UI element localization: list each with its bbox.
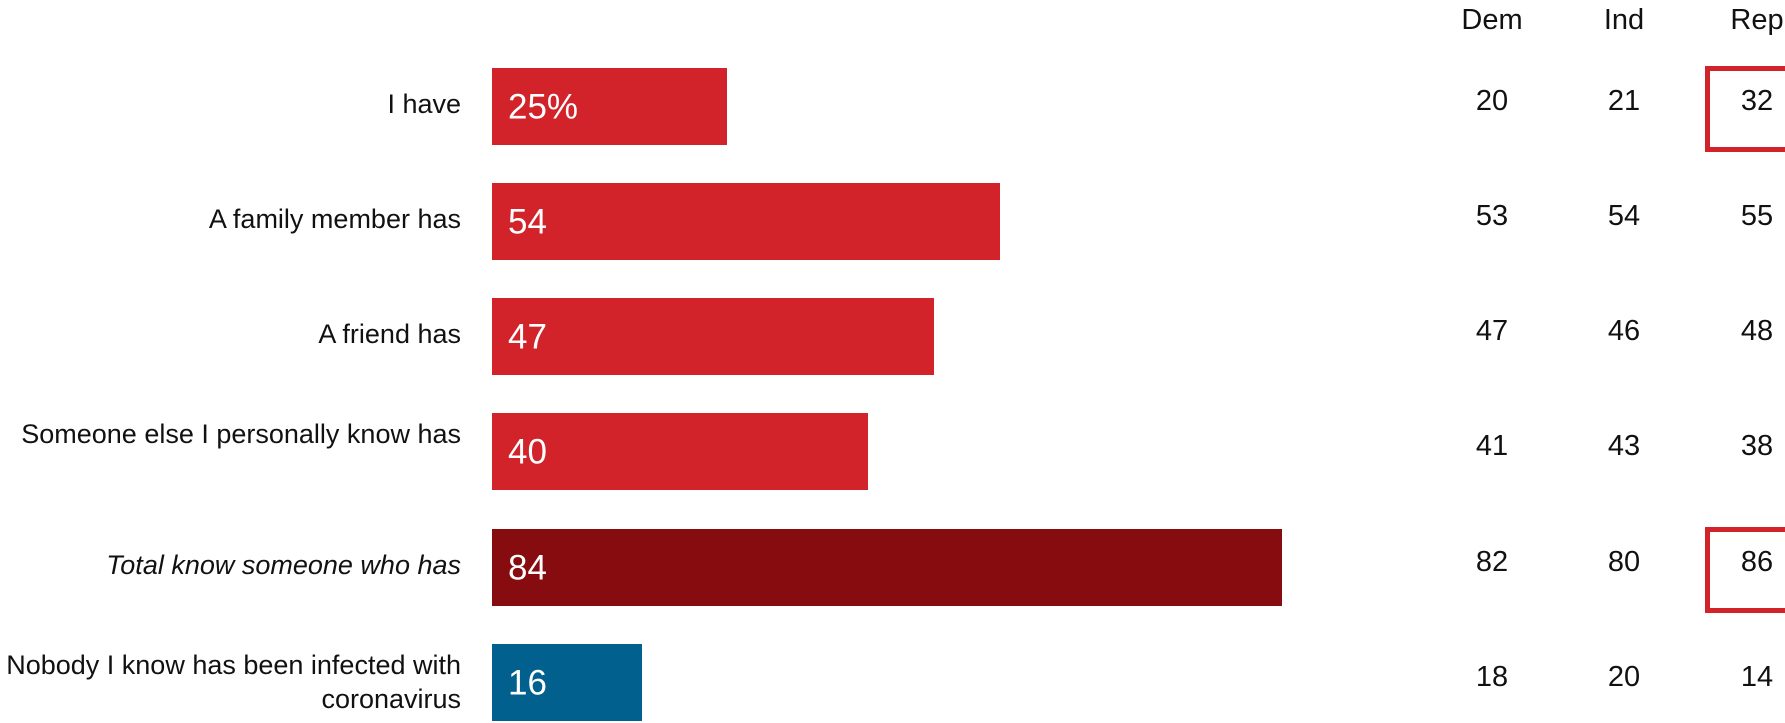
table-cell: 46 — [1607, 315, 1641, 347]
table-cell: 48 — [1740, 315, 1774, 347]
category-label: I have — [387, 89, 461, 119]
column-header: Ind — [1603, 4, 1645, 36]
bar-value-label: 47 — [508, 317, 547, 357]
table-cell: 20 — [1607, 661, 1641, 693]
category-label: Nobody I know has been infected with cor… — [6, 650, 461, 714]
table-cell: 54 — [1607, 200, 1641, 232]
category-label: A family member has — [208, 204, 461, 234]
table-cell: 14 — [1740, 661, 1774, 693]
highlight-box — [1705, 66, 1785, 152]
table-cell: 80 — [1607, 546, 1641, 578]
bar-value-label: 84 — [508, 548, 547, 588]
table-cell: 38 — [1740, 430, 1774, 462]
table-cell: 41 — [1475, 430, 1509, 462]
category-label: A friend has — [318, 319, 461, 349]
table-cell: 53 — [1475, 200, 1509, 232]
bar-value-label: 25% — [508, 87, 579, 127]
bar-value-label: 40 — [508, 432, 547, 472]
bar: 16 — [492, 643, 643, 721]
table-cell: 55 — [1740, 200, 1774, 232]
table-cell: 18 — [1475, 661, 1509, 693]
bar: 54 — [492, 182, 1000, 260]
bar: 40 — [492, 412, 868, 490]
bar-value-label: 54 — [508, 202, 547, 242]
table-cell: 47 — [1475, 315, 1509, 347]
table-cell: 86 — [1740, 546, 1774, 578]
bar: 84 — [492, 528, 1282, 606]
column-header: Rep — [1730, 4, 1784, 36]
table-cell: 32 — [1740, 85, 1774, 117]
column-header: Dem — [1461, 4, 1523, 36]
bar-value-label: 16 — [508, 663, 547, 703]
bar: 25% — [492, 67, 727, 145]
table-cell: 43 — [1607, 430, 1641, 462]
category-label: Total know someone who has — [106, 550, 461, 580]
table-cell: 21 — [1607, 85, 1641, 117]
bar: 47 — [492, 297, 934, 375]
highlight-box — [1705, 527, 1785, 613]
category-label: Someone else I personally know has — [21, 419, 461, 449]
table-cell: 20 — [1475, 85, 1509, 117]
table-cell: 82 — [1475, 546, 1509, 578]
